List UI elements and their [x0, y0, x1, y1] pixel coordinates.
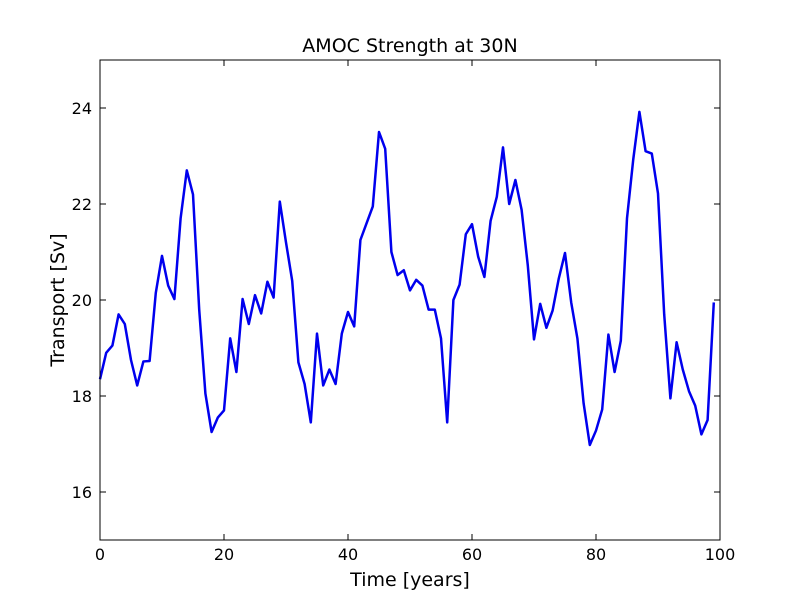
y-tick-label: 16 [72, 483, 92, 502]
chart-title: AMOC Strength at 30N [302, 35, 517, 57]
x-tick-label: 80 [586, 545, 606, 564]
y-tick-label: 18 [72, 387, 92, 406]
y-axis-label: Transport [Sv] [47, 233, 69, 367]
ticks: 0 20 40 60 80 100 16 18 20 22 24 [72, 60, 736, 564]
x-axis-label: Time [years] [349, 569, 470, 591]
x-tick-label: 0 [95, 545, 105, 564]
series-line [98, 110, 716, 447]
axes-frame [99, 59, 721, 541]
y-tick-label: 22 [72, 195, 92, 214]
y-tick-label: 20 [72, 291, 92, 310]
x-tick-label: 100 [705, 545, 736, 564]
plot-area [98, 110, 716, 447]
y-tick-label: 24 [72, 99, 92, 118]
x-tick-label: 20 [214, 545, 234, 564]
x-tick-label: 40 [338, 545, 358, 564]
x-tick-label: 60 [462, 545, 482, 564]
